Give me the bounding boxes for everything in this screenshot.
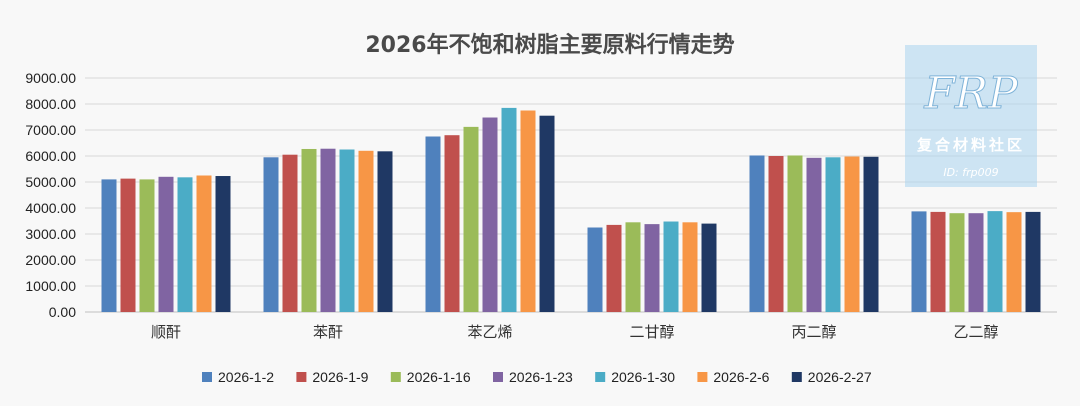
bar — [482, 117, 498, 313]
y-tick-label: 7000.00 — [25, 122, 76, 138]
chart-title: 2026年不饱和树脂主要原料行情走势 — [365, 32, 734, 58]
y-tick-label: 2000.00 — [25, 252, 76, 268]
bar — [768, 156, 784, 312]
bar — [425, 136, 441, 312]
bar — [358, 150, 374, 312]
legend: 2026-1-2 2026-1-9 2026-1-16 2026-1-23 2026-1… — [202, 369, 872, 385]
legend-swatch — [493, 372, 503, 382]
y-tick-label: 3000.00 — [25, 226, 76, 242]
bar — [463, 126, 479, 312]
grid-lines — [85, 77, 1057, 313]
bar — [377, 151, 393, 312]
y-tick-label: 6000.00 — [25, 148, 76, 164]
frp-watermark: FRP 复合材料社区 ID: frp009 — [905, 45, 1037, 187]
bar — [911, 211, 927, 312]
bar — [501, 107, 517, 313]
bar — [587, 227, 603, 312]
bar — [320, 148, 336, 312]
bar — [444, 135, 460, 312]
x-category-label: 苯酐 — [313, 323, 343, 341]
bar — [196, 175, 212, 312]
y-tick-label: 4000.00 — [25, 200, 76, 216]
bar — [158, 176, 174, 312]
x-category-label: 丙二醇 — [791, 323, 836, 341]
watermark-logo: FRP — [923, 68, 1019, 119]
bar — [844, 156, 860, 312]
x-axis: 顺酐 苯酐 苯乙烯 二甘醇 丙二醇 乙二醇 — [151, 323, 999, 341]
watermark-subtitle: 复合材料社区 — [916, 136, 1025, 154]
bar — [215, 176, 231, 312]
legend-swatch — [791, 372, 802, 382]
x-category-label: 乙二醇 — [953, 323, 998, 341]
legend-label: 2026-1-2 — [218, 369, 274, 385]
bar — [749, 155, 765, 312]
y-axis-tick-labels: 0.00 1000.00 2000.00 3000.00 4000.00 5000.00 6… — [25, 70, 76, 320]
bar — [1025, 211, 1041, 312]
y-tick-label: 0.00 — [49, 304, 76, 320]
legend-label: 2026-1-30 — [611, 369, 675, 385]
bar — [339, 149, 355, 312]
legend-swatch — [390, 372, 401, 382]
bar — [825, 157, 841, 312]
bar — [177, 177, 193, 312]
x-category-label: 顺酐 — [151, 323, 181, 341]
legend-label: 2026-1-9 — [312, 369, 368, 385]
bar — [644, 224, 660, 312]
bar — [968, 213, 984, 312]
bar — [987, 211, 1003, 312]
x-category-label: 苯乙烯 — [467, 323, 512, 341]
legend-swatch — [697, 372, 708, 382]
y-tick-label: 9000.00 — [25, 70, 76, 86]
watermark-background — [905, 45, 1037, 187]
x-category-label: 二甘醇 — [629, 323, 674, 341]
bar — [139, 179, 155, 312]
bar — [949, 213, 965, 312]
legend-label: 2026-2-6 — [713, 369, 769, 385]
legend-label: 2026-2-27 — [808, 369, 872, 385]
bar — [1006, 212, 1022, 312]
bar — [520, 110, 536, 312]
bar — [625, 222, 641, 312]
bar — [806, 157, 822, 312]
legend-swatch — [202, 372, 212, 382]
y-tick-label: 8000.00 — [25, 96, 76, 112]
bar-series — [101, 107, 1041, 313]
y-tick-label: 5000.00 — [25, 174, 76, 190]
legend-swatch — [595, 372, 606, 382]
bar — [301, 148, 317, 312]
bar — [682, 222, 698, 312]
bar — [606, 224, 622, 312]
watermark-id: ID: frp009 — [943, 166, 998, 179]
bar — [663, 221, 679, 312]
bar — [101, 179, 117, 312]
bar — [787, 155, 803, 312]
bar — [930, 211, 946, 312]
bar — [282, 154, 298, 312]
y-tick-label: 1000.00 — [25, 278, 76, 294]
legend-label: 2026-1-16 — [407, 369, 471, 385]
bar — [701, 223, 717, 312]
bar — [539, 115, 555, 312]
bar — [263, 157, 279, 312]
bar — [863, 156, 879, 312]
legend-swatch — [296, 372, 307, 382]
bar — [120, 178, 136, 312]
legend-label: 2026-1-23 — [509, 369, 573, 385]
